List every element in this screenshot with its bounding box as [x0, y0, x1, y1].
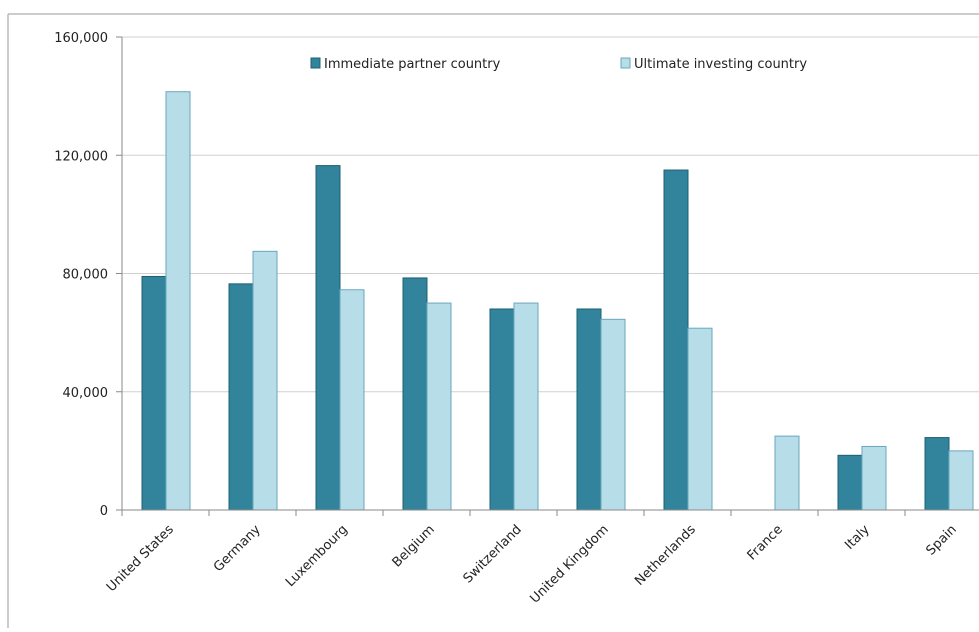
- y-tick-label: 40,000: [63, 386, 109, 401]
- x-category-label: Switzerland: [461, 522, 525, 586]
- bar-immediate: [315, 165, 341, 511]
- bar-ultimate: [513, 302, 539, 511]
- bars: [141, 91, 974, 511]
- y-tick-label: 120,000: [54, 149, 108, 164]
- x-category-label: Germany: [211, 522, 264, 575]
- x-category-label: United Kingdom: [527, 522, 611, 606]
- bar-ultimate: [426, 302, 452, 511]
- bar-immediate: [663, 169, 689, 511]
- bar-immediate: [924, 437, 950, 511]
- bar-ultimate: [252, 250, 278, 511]
- bar-immediate: [489, 308, 515, 511]
- legend-swatch-ultimate: [620, 57, 631, 69]
- y-tick-label: 0: [100, 504, 108, 519]
- x-category-label: Spain: [924, 522, 960, 558]
- bar-immediate: [402, 277, 428, 511]
- bar-ultimate: [948, 450, 974, 511]
- x-category-label: Italy: [842, 522, 873, 553]
- bar-ultimate: [774, 435, 800, 511]
- legend-label-immediate: Immediate partner country: [324, 57, 501, 72]
- bar-immediate: [228, 283, 254, 511]
- legend: Immediate partner country Ultimate inves…: [310, 57, 807, 72]
- x-category-label: Netherlands: [632, 522, 699, 589]
- bar-immediate: [576, 308, 602, 511]
- legend-label-ultimate: Ultimate investing country: [634, 57, 807, 72]
- x-category-label: France: [745, 522, 786, 563]
- bar-immediate: [837, 454, 863, 511]
- legend-swatch-immediate: [310, 57, 321, 69]
- y-tick-label: 160,000: [54, 31, 108, 46]
- y-tick-label: 80,000: [63, 268, 109, 283]
- bar-immediate: [141, 275, 167, 511]
- x-category-label: Luxembourg: [283, 522, 351, 590]
- x-category-label: United States: [104, 522, 177, 595]
- bar-ultimate: [165, 91, 191, 511]
- bar-ultimate: [687, 327, 713, 511]
- bar-ultimate: [339, 289, 365, 511]
- x-category-label: Belgium: [390, 522, 438, 570]
- bar-ultimate: [600, 318, 626, 511]
- bar-ultimate: [861, 445, 887, 511]
